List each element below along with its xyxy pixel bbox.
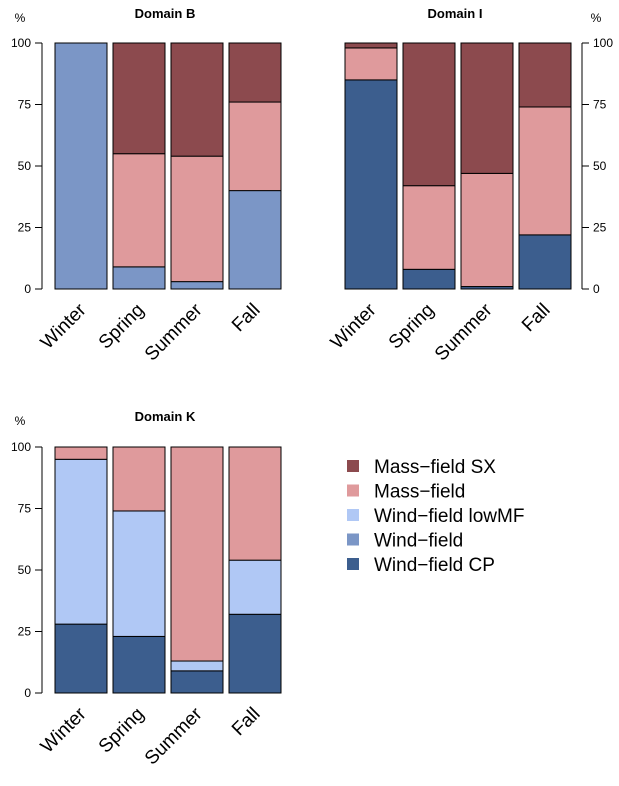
legend-label: Mass−field SX xyxy=(374,457,496,478)
bar-segment xyxy=(228,190,282,290)
bar-segment xyxy=(112,635,166,694)
x-tick-label: Spring xyxy=(385,300,439,354)
legend-swatch xyxy=(347,509,359,521)
x-tick-label: Summer xyxy=(141,703,207,769)
y-tick-label: 25 xyxy=(18,221,32,235)
panel-title: Domain K xyxy=(135,409,196,424)
y-axis: 0 25 50 75 100 xyxy=(11,36,43,296)
legend-swatch xyxy=(347,484,359,497)
y-tick-label: 50 xyxy=(18,563,32,577)
bar-winter: Winter xyxy=(37,446,108,757)
y-axis: 0 25 50 75 100 xyxy=(581,36,613,296)
bar-segment xyxy=(344,42,398,49)
bar-segment xyxy=(112,510,166,637)
bar-segment xyxy=(170,446,224,662)
bar-segment xyxy=(228,613,282,694)
bar-segment xyxy=(460,42,514,174)
bar-segment xyxy=(518,42,572,108)
y-tick-label: 75 xyxy=(18,502,32,516)
bar-spring: Spring xyxy=(385,42,456,354)
bar-segment xyxy=(402,42,456,187)
y-tick-label: 100 xyxy=(593,36,613,50)
bar-segment xyxy=(54,42,108,290)
x-tick-label: Summer xyxy=(141,299,207,365)
x-tick-label: Winter xyxy=(37,299,91,353)
bar-winter: Winter xyxy=(327,42,398,353)
bar-segment xyxy=(228,559,282,615)
bar-segment xyxy=(518,234,572,290)
y-tick-label: 25 xyxy=(593,221,607,235)
panel-title: Domain I xyxy=(428,6,483,21)
x-tick-label: Spring xyxy=(95,704,149,758)
x-tick-label: Winter xyxy=(37,703,91,757)
bar-segment xyxy=(54,458,108,625)
legend-swatch xyxy=(347,533,359,546)
y-tick-label: 0 xyxy=(593,282,600,296)
bar-segment xyxy=(112,446,166,512)
bar-segment xyxy=(170,660,224,672)
x-tick-label: Fall xyxy=(228,704,265,741)
legend-label: Wind−field CP xyxy=(374,555,495,576)
bar-segment xyxy=(170,670,224,694)
legend-swatch xyxy=(347,558,359,570)
bar-segment xyxy=(170,281,224,290)
bar-summer: Summer xyxy=(431,42,514,365)
legend: Mass−field SX Mass−field Wind−field lowMF W… xyxy=(347,457,524,576)
bar-fall: Fall xyxy=(518,42,572,337)
legend-label: Wind−field xyxy=(374,531,463,552)
bar-segment xyxy=(54,623,108,694)
unit-label: % xyxy=(15,414,26,428)
y-axis: 0 25 50 75 100 xyxy=(11,440,43,700)
y-tick-label: 75 xyxy=(18,98,32,112)
unit-label: % xyxy=(15,11,26,25)
bar-segment xyxy=(170,42,224,157)
bar-fall: Fall xyxy=(228,42,282,337)
unit-label: % xyxy=(591,11,602,25)
y-tick-label: 50 xyxy=(593,159,607,173)
bar-segment xyxy=(344,79,398,290)
bar-segment xyxy=(170,155,224,283)
bar-winter: Winter xyxy=(37,42,108,353)
bar-fall: Fall xyxy=(228,446,282,741)
y-tick-label: 100 xyxy=(11,440,31,454)
y-tick-label: 75 xyxy=(593,98,607,112)
x-tick-label: Winter xyxy=(327,299,381,353)
x-tick-label: Fall xyxy=(518,300,555,337)
bar-segment xyxy=(228,101,282,192)
y-tick-label: 25 xyxy=(18,625,32,639)
bar-segment xyxy=(344,47,398,81)
bar-segment xyxy=(228,42,282,103)
bar-segment xyxy=(228,446,282,561)
bar-segment xyxy=(402,185,456,270)
y-tick-label: 50 xyxy=(18,159,32,173)
y-tick-label: 0 xyxy=(24,686,31,700)
legend-label: Mass−field xyxy=(374,482,465,503)
x-tick-label: Summer xyxy=(431,299,497,365)
y-tick-label: 100 xyxy=(11,36,31,50)
bar-segment xyxy=(112,153,166,268)
bar-segment xyxy=(112,42,166,155)
panel-title: Domain B xyxy=(135,6,196,21)
legend-label: Wind−field lowMF xyxy=(374,506,524,527)
x-tick-label: Fall xyxy=(228,300,265,337)
y-tick-label: 0 xyxy=(24,282,31,296)
bar-segment xyxy=(460,172,514,288)
bar-segment xyxy=(112,266,166,290)
bar-segment xyxy=(518,106,572,236)
bar-segment xyxy=(54,446,108,460)
legend-swatch xyxy=(347,460,359,472)
x-tick-label: Spring xyxy=(95,300,149,354)
bar-segment xyxy=(402,268,456,290)
